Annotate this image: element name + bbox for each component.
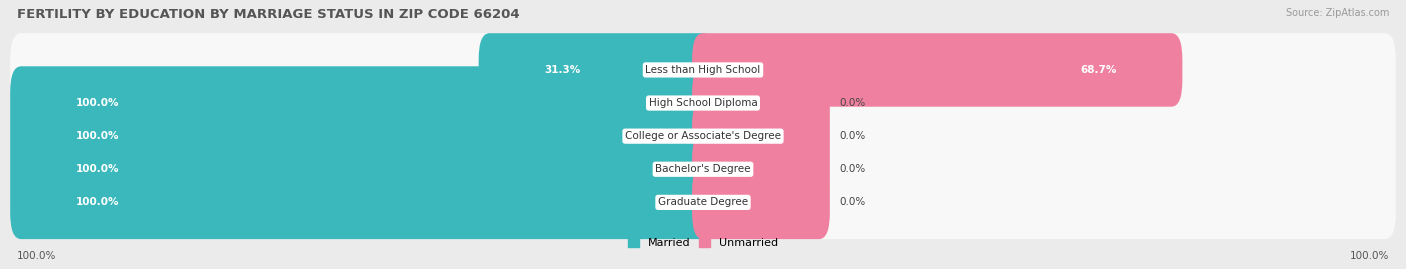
Text: 100.0%: 100.0% — [76, 164, 120, 174]
Text: FERTILITY BY EDUCATION BY MARRIAGE STATUS IN ZIP CODE 66204: FERTILITY BY EDUCATION BY MARRIAGE STATU… — [17, 8, 519, 21]
Text: College or Associate's Degree: College or Associate's Degree — [626, 131, 780, 141]
FancyBboxPatch shape — [478, 33, 714, 107]
FancyBboxPatch shape — [10, 166, 1396, 239]
Text: 31.3%: 31.3% — [544, 65, 581, 75]
Text: 0.0%: 0.0% — [839, 197, 866, 207]
Text: 100.0%: 100.0% — [17, 251, 56, 261]
FancyBboxPatch shape — [10, 66, 1396, 140]
FancyBboxPatch shape — [692, 166, 830, 239]
Text: Less than High School: Less than High School — [645, 65, 761, 75]
Text: 68.7%: 68.7% — [1081, 65, 1116, 75]
FancyBboxPatch shape — [10, 133, 714, 206]
FancyBboxPatch shape — [10, 33, 1396, 107]
FancyBboxPatch shape — [10, 166, 714, 239]
Text: 100.0%: 100.0% — [76, 98, 120, 108]
FancyBboxPatch shape — [692, 33, 1182, 107]
FancyBboxPatch shape — [10, 100, 1396, 173]
Text: 100.0%: 100.0% — [76, 131, 120, 141]
Text: 100.0%: 100.0% — [1350, 251, 1389, 261]
FancyBboxPatch shape — [692, 133, 830, 206]
Text: 0.0%: 0.0% — [839, 164, 866, 174]
Text: 100.0%: 100.0% — [76, 197, 120, 207]
Legend: Married, Unmarried: Married, Unmarried — [623, 233, 783, 253]
FancyBboxPatch shape — [10, 100, 714, 173]
FancyBboxPatch shape — [10, 133, 1396, 206]
FancyBboxPatch shape — [692, 100, 830, 173]
FancyBboxPatch shape — [692, 66, 830, 140]
Text: Bachelor's Degree: Bachelor's Degree — [655, 164, 751, 174]
Text: 0.0%: 0.0% — [839, 98, 866, 108]
FancyBboxPatch shape — [10, 66, 714, 140]
Text: 0.0%: 0.0% — [839, 131, 866, 141]
Text: Source: ZipAtlas.com: Source: ZipAtlas.com — [1285, 8, 1389, 18]
Text: High School Diploma: High School Diploma — [648, 98, 758, 108]
Text: Graduate Degree: Graduate Degree — [658, 197, 748, 207]
